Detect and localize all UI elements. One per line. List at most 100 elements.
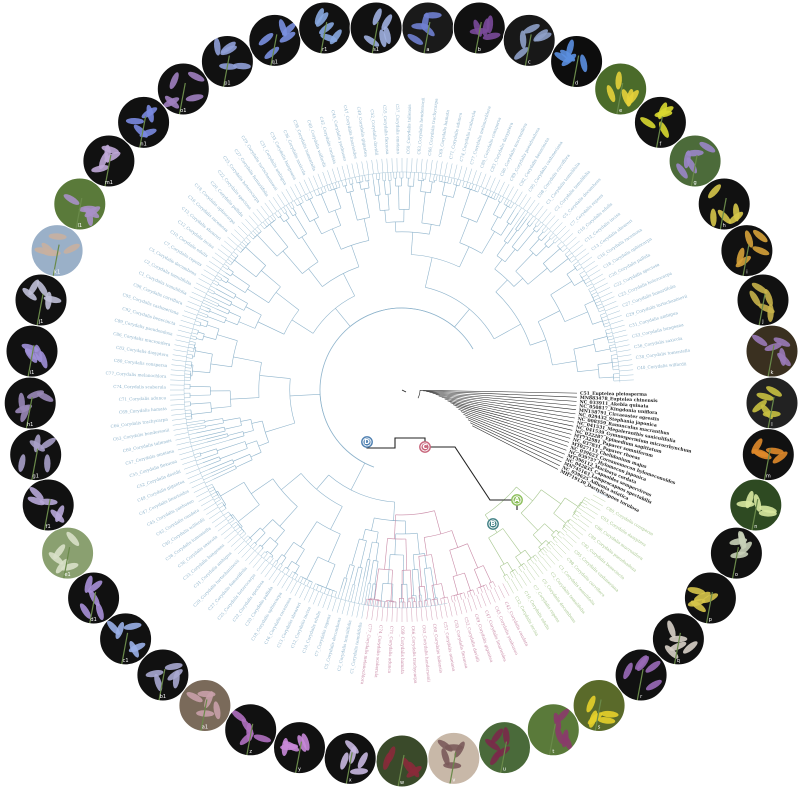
- clade-d-branches: [183, 171, 620, 608]
- flower-photo: n: [729, 478, 783, 532]
- photo-letter: c1: [123, 658, 129, 664]
- flower-photo: d: [550, 35, 604, 88]
- tip-label: C66_Corydalis trachycarpa: [411, 626, 419, 684]
- tip-label: C69_Corydalis hamata: [119, 406, 168, 415]
- photo-letter: d1: [90, 617, 96, 623]
- flower-photo: k: [745, 324, 799, 378]
- tip-label: C1_Corydalis temulifolia: [349, 621, 363, 674]
- tip-label: C66_Corydalis trachycarpa: [110, 417, 168, 429]
- flower-photo: w: [375, 734, 429, 788]
- photo-letter: k: [771, 370, 774, 376]
- tip-label: C74_Corydalis scaberula: [374, 625, 384, 678]
- tip-label: C66_Corydalis trachycarpa: [427, 98, 439, 156]
- flower-photo: n1: [117, 95, 171, 149]
- photo-letter: n1: [140, 141, 146, 147]
- tip-label: C63_Corydalis hendersonii: [421, 625, 431, 683]
- photo-letter: l1: [78, 223, 83, 229]
- flower-photo: s: [572, 679, 626, 732]
- flower-photo: f: [633, 95, 687, 149]
- flower-photo: b1: [136, 648, 190, 702]
- tip-label: C57_Corydalis omeiana: [395, 104, 401, 155]
- tip-label: C71_Corydalis adunca: [119, 395, 167, 402]
- flower-photo: h: [697, 177, 751, 231]
- flower-photo: z: [224, 703, 278, 757]
- photo-letter: p1: [224, 81, 230, 87]
- photo-letter: h1: [27, 422, 33, 428]
- tip-label: C40_Corydalis wilfordii: [637, 361, 688, 371]
- photo-letter: o1: [180, 108, 186, 114]
- flower-photo: e: [594, 62, 648, 116]
- photo-letter: i1: [30, 370, 35, 376]
- flower-photo: l1: [53, 177, 107, 231]
- photo-letter: j: [761, 319, 763, 325]
- tip-label: C52_Corydalis davidii: [370, 109, 380, 156]
- flower-photo: a: [401, 1, 455, 55]
- flower-photo: m: [741, 428, 795, 482]
- photo-letter: n: [754, 524, 757, 530]
- photo-letter: q1: [272, 59, 278, 65]
- photo-letter: h: [723, 223, 726, 229]
- flower-photo: s1: [349, 1, 403, 55]
- flower-photo: a1: [178, 679, 232, 732]
- flower-photo: r: [614, 648, 668, 702]
- tip-label: C38_Corydalis tomentella: [635, 348, 690, 360]
- flower-photo-ring: a b c d e f g h i j k l m n o p q r s t u v w x y z a1 b1 c1 d1 e1 f1 g1…: [3, 1, 799, 788]
- photo-letter: e: [619, 108, 622, 114]
- flower-photo: q: [651, 612, 705, 666]
- clade-a-branches: [484, 486, 591, 582]
- tip-label: C77_Corydalis melanochlora: [105, 370, 167, 378]
- flower-photo: m1: [82, 134, 136, 188]
- clade-c-branches: [365, 510, 496, 609]
- flower-photo: d1: [67, 571, 121, 625]
- flower-photo: c1: [99, 612, 153, 666]
- flower-photo: y: [273, 721, 326, 775]
- photo-letter: b: [478, 47, 481, 53]
- photo-letter: s: [598, 725, 601, 731]
- flower-photo: o1: [156, 62, 210, 116]
- flower-photo: c: [502, 13, 556, 67]
- flower-photo: q1: [248, 13, 302, 67]
- photo-letter: u: [503, 767, 506, 773]
- photo-letter: g1: [33, 474, 39, 480]
- photo-letter: a: [426, 47, 429, 53]
- tip-label: C49_Corydalis gigantea: [356, 106, 369, 157]
- clade-node-c: C: [419, 441, 431, 453]
- flower-photo: u: [478, 721, 531, 775]
- flower-photo: j: [736, 273, 790, 327]
- photo-letter: k1: [54, 270, 60, 276]
- photo-letter: r1: [322, 47, 327, 53]
- flower-photo: f1: [21, 478, 75, 532]
- flower-photo: v: [427, 731, 481, 785]
- photo-letter: z: [249, 749, 252, 755]
- photo-letter: f1: [46, 524, 51, 530]
- photo-letter: m: [766, 474, 771, 480]
- tip-label: C69_Corydalis hamata: [438, 109, 451, 158]
- photo-letter: q: [677, 658, 680, 664]
- photo-letter: l: [771, 422, 772, 428]
- photo-letter: r: [640, 694, 643, 700]
- outgroup-label: MN883478_Euptelea chinensis: [580, 395, 659, 404]
- outgroup-label: NC_033911_Akebia quinata: [579, 399, 648, 409]
- flower-photo: r1: [298, 1, 352, 55]
- photo-letter: w: [400, 780, 404, 786]
- flower-photo: p: [683, 571, 737, 625]
- flower-photo: p1: [200, 35, 254, 88]
- tip-label: C74_Corydalis scaberula: [113, 384, 166, 390]
- photo-letter: x: [349, 777, 352, 783]
- photo-letter: f: [660, 141, 662, 147]
- photo-letter: p: [709, 617, 712, 623]
- photo-letter: a1: [202, 725, 208, 731]
- tip-label: C57_Corydalis omeiana: [443, 622, 457, 673]
- flower-photo: x: [323, 731, 377, 785]
- outgroup-label: C51_Eupteleа pleiosperma: [580, 391, 647, 398]
- flower-photo: g: [668, 134, 722, 188]
- tip-label: C29_Corydalis turtschaninovii: [625, 293, 688, 318]
- photo-letter: m1: [105, 180, 113, 186]
- tip-label: C63_Corydalis hendersonii: [416, 97, 425, 155]
- flower-photo: b: [452, 1, 506, 55]
- tip-label: C69_Corydalis hamata: [400, 626, 405, 674]
- flower-photo: k1: [30, 224, 84, 278]
- tip-label: C71_Corydalis adunca: [387, 626, 394, 674]
- flower-photo: o: [709, 526, 763, 580]
